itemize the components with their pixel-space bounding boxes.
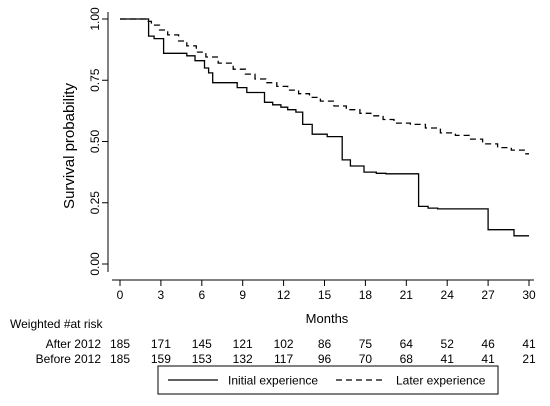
risk-value: 171 [151, 337, 171, 351]
x-tick-label: 18 [359, 288, 373, 302]
risk-value: 117 [274, 352, 293, 366]
legend-label-later: Later experience [396, 374, 486, 388]
risk-value: 41 [522, 337, 536, 351]
x-tick-label: 24 [441, 288, 455, 302]
x-tick-label: 15 [318, 288, 332, 302]
series-layer [120, 18, 529, 237]
legend-box [157, 365, 499, 395]
x-tick-label: 3 [158, 288, 165, 302]
y-tick-label: 0.50 [88, 129, 102, 153]
risk-row-label-before: Before 2012 [36, 352, 102, 366]
legend: Initial experience Later experience [157, 365, 499, 395]
risk-value: 145 [192, 337, 212, 351]
y-tick-label: 1.00 [88, 7, 102, 31]
risk-value: 70 [359, 352, 373, 366]
series-line-initial [120, 18, 529, 237]
x-tick-label: 30 [522, 288, 536, 302]
legend-label-initial: Initial experience [228, 374, 318, 388]
risk-value: 21 [522, 352, 536, 366]
x-tick-label: 0 [117, 288, 124, 302]
y-axis-label: Survival probability [61, 83, 78, 209]
x-tick-label: 6 [198, 288, 205, 302]
series-line-later [120, 18, 529, 155]
risk-value: 96 [318, 352, 332, 366]
risk-value: 68 [400, 352, 414, 366]
risk-value: 41 [441, 352, 455, 366]
risk-value: 41 [481, 352, 495, 366]
x-tick-label: 12 [277, 288, 291, 302]
x-axis-label: Months [306, 311, 349, 326]
risk-value: 75 [359, 337, 373, 351]
risk-value: 132 [233, 352, 253, 366]
risk-value: 52 [441, 337, 455, 351]
risk-value: 121 [233, 337, 253, 351]
y-ticks: 0.00 0.25 0.50 0.75 1.00 [88, 7, 108, 276]
x-ticks: 0 3 6 9 12 15 18 21 24 27 30 [117, 280, 536, 302]
y-tick-label: 0.75 [88, 68, 102, 92]
risk-value: 64 [400, 337, 414, 351]
y-tick-label: 0.00 [88, 252, 102, 276]
x-tick-label: 9 [239, 288, 246, 302]
risk-value: 185 [110, 337, 130, 351]
x-tick-label: 27 [481, 288, 495, 302]
risk-row-label-after: After 2012 [46, 337, 102, 351]
risk-value: 102 [274, 337, 294, 351]
risk-table: Weighted #at risk After 2012 Before 2012… [10, 317, 536, 366]
y-tick-label: 0.25 [88, 191, 102, 215]
plot-area: 0.000.250.500.751.00 0 3 6 9 12 15 18 21 24 27 30 … [61, 7, 536, 326]
x-tick-label: 21 [400, 288, 414, 302]
risk-table-title: Weighted #at risk [10, 317, 103, 331]
risk-value: 159 [151, 352, 171, 366]
risk-value: 86 [318, 337, 332, 351]
risk-value: 185 [110, 352, 130, 366]
risk-value: 46 [481, 337, 495, 351]
risk-value: 153 [192, 352, 212, 366]
